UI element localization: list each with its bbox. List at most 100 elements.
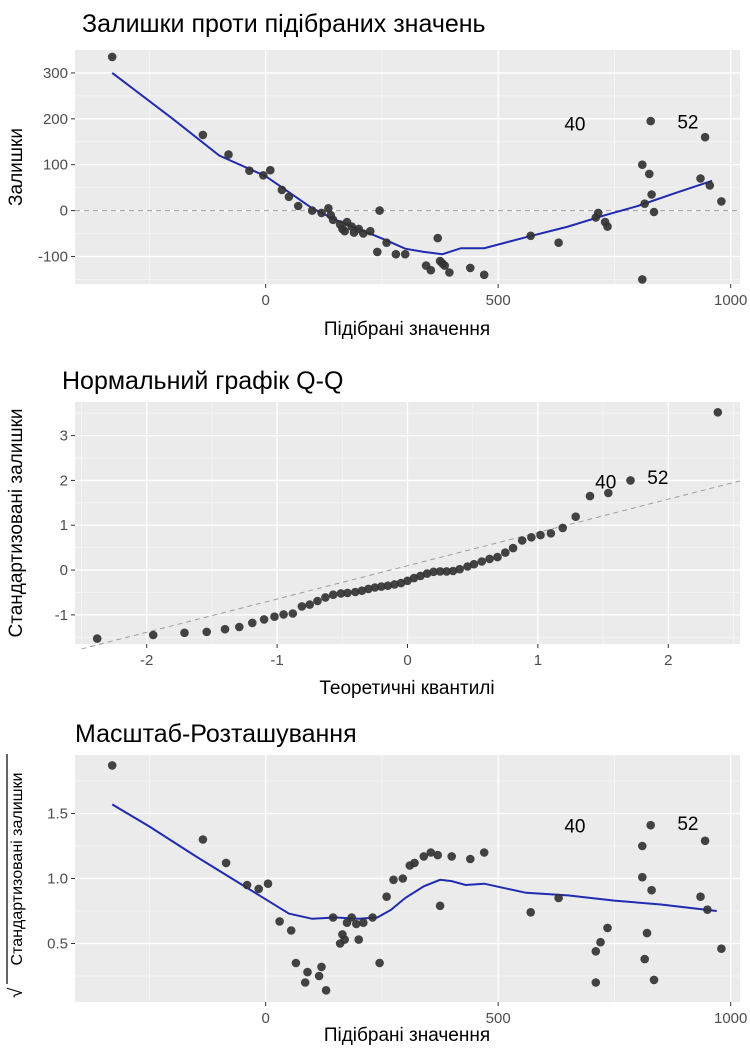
data-points — [107, 52, 726, 284]
point-label: 40 — [595, 473, 616, 494]
data-point — [546, 529, 556, 538]
data-point — [426, 265, 436, 275]
data-point — [591, 978, 601, 987]
data-point — [340, 226, 350, 236]
data-point — [389, 875, 398, 885]
data-point — [359, 918, 368, 927]
grid-lines — [75, 402, 740, 644]
data-point — [254, 884, 263, 894]
data-point — [314, 971, 324, 981]
data-point — [336, 589, 346, 598]
data-point — [442, 567, 451, 576]
x-tick-label: 1 — [534, 652, 542, 669]
data-point — [626, 476, 635, 485]
y-axis-ticks: 0.5 1.0 1.5 — [47, 806, 75, 953]
data-point — [433, 850, 443, 860]
data-point — [479, 848, 489, 857]
y-tick-label: 1 — [60, 517, 68, 534]
y-tick-label: 1.5 — [47, 806, 68, 823]
data-point — [410, 858, 419, 868]
data-point — [485, 554, 494, 564]
data-point — [466, 854, 475, 864]
data-point — [352, 919, 361, 929]
data-point — [713, 408, 723, 417]
data-point — [435, 567, 445, 576]
y-tick-label: 0 — [60, 562, 68, 579]
y-tick-label: 100 — [43, 157, 68, 174]
data-point — [493, 552, 502, 562]
data-point — [422, 569, 432, 578]
data-point — [717, 197, 726, 206]
data-point — [596, 937, 605, 947]
data-point — [382, 892, 391, 901]
x-tick-label: 500 — [486, 292, 511, 309]
data-point — [375, 206, 384, 215]
data-point — [433, 233, 443, 243]
residuals-vs-fitted-chart: Залишки проти підібраних значень 40 52 0 5… — [6, 10, 747, 340]
x-tick-label: -2 — [140, 652, 153, 669]
data-point — [382, 238, 391, 247]
data-point — [638, 160, 647, 169]
x-tick-label: -1 — [270, 652, 283, 669]
data-point — [370, 583, 380, 592]
data-point — [426, 848, 436, 857]
data-point — [291, 958, 301, 968]
data-point — [198, 130, 208, 140]
data-point — [463, 562, 472, 571]
y-tick-label: 2 — [60, 472, 68, 489]
data-point — [343, 588, 352, 598]
y-axis-title: Стандартизовані залишки — [6, 408, 27, 637]
data-point — [398, 874, 408, 883]
data-point — [554, 893, 563, 903]
data-point — [649, 975, 659, 985]
data-point — [92, 634, 102, 643]
data-point — [445, 268, 454, 277]
data-point — [313, 596, 322, 606]
data-point — [649, 207, 659, 217]
x-tick-label: 1000 — [714, 292, 747, 309]
data-point — [638, 275, 647, 284]
data-point — [429, 567, 438, 577]
data-point — [696, 892, 705, 901]
data-point — [700, 836, 710, 846]
data-point — [645, 169, 654, 179]
x-axis-title: Підібрані значення — [324, 319, 490, 340]
data-point — [647, 190, 656, 199]
y-axis-title: Залишки — [6, 128, 27, 206]
data-point — [603, 222, 612, 231]
data-point — [416, 571, 425, 581]
point-label: 52 — [677, 814, 698, 835]
x-tick-label: 0 — [261, 1010, 269, 1027]
data-points — [107, 761, 726, 995]
data-point — [526, 231, 535, 241]
plot-panel — [75, 50, 740, 284]
data-point — [373, 247, 382, 257]
y-tick-label: -1 — [55, 607, 68, 624]
data-point — [279, 610, 288, 619]
data-point — [303, 967, 312, 977]
data-point — [328, 913, 338, 922]
data-point — [603, 923, 612, 933]
data-point — [647, 885, 656, 895]
loess-smooth-line — [111, 803, 717, 920]
data-point — [640, 954, 649, 964]
data-point — [455, 564, 465, 574]
data-point — [328, 590, 338, 599]
data-point — [107, 761, 117, 770]
data-point — [224, 150, 233, 159]
data-point — [375, 958, 384, 968]
data-point — [368, 913, 377, 922]
grid-lines — [75, 755, 740, 1002]
data-point — [696, 174, 705, 183]
data-point — [354, 935, 364, 944]
data-point — [357, 586, 367, 595]
x-axis-title: Підібрані значення — [324, 1025, 490, 1046]
point-labels: 40 52 — [564, 112, 698, 135]
data-point — [317, 962, 326, 972]
x-tick-label: 500 — [486, 1010, 511, 1027]
data-point — [403, 576, 412, 586]
data-point — [263, 879, 273, 888]
y-tick-label: 3 — [60, 428, 68, 445]
data-point — [646, 820, 655, 830]
data-point — [409, 573, 419, 583]
